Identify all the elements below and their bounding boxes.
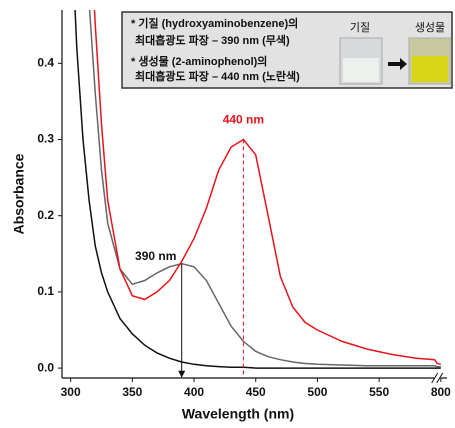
- axis-break: [431, 372, 439, 384]
- x-tick-label: 350: [122, 385, 142, 399]
- x-tick-label: 400: [184, 385, 204, 399]
- y-tick-label: 0.1: [37, 284, 54, 298]
- annotation-label: 440 nm: [223, 113, 264, 127]
- legend-box: [121, 11, 453, 89]
- legend-text: 최대흡광도 파장 – 390 nm (무색): [135, 33, 290, 47]
- vial-liquid: [412, 56, 448, 82]
- x-axis-label: Wavelength (nm): [182, 406, 294, 422]
- spectrum-line: [93, 10, 441, 366]
- legend-text: * 생성물 (2-aminophenol)의: [131, 54, 267, 68]
- axis-break-gap: [434, 374, 441, 382]
- y-tick-label: 0.0: [37, 360, 54, 374]
- vial-liquid: [343, 58, 379, 82]
- legend-text: 최대흡광도 파장 – 440 nm (노란색): [135, 69, 300, 83]
- x-tick-label: 550: [369, 385, 389, 399]
- axis-break: [436, 372, 444, 384]
- image-caption: 생성물: [415, 21, 445, 34]
- spectrum-line: [88, 10, 441, 368]
- x-tick-label: 300: [61, 385, 81, 399]
- x-tick-label: 500: [307, 385, 327, 399]
- y-axis-label: Absorbance: [11, 153, 27, 234]
- image-caption: 기질: [350, 21, 370, 34]
- y-tick-label: 0.3: [37, 132, 54, 146]
- x-tick-label: 800: [431, 385, 451, 399]
- spectrum-line: [74, 10, 441, 369]
- plot-area: [74, 10, 441, 369]
- y-tick-label: 0.2: [37, 208, 54, 222]
- arrow-icon: [388, 58, 407, 70]
- annotation-label: 390 nm: [135, 249, 176, 263]
- legend-text: * 기질 (hydroxyaminobenzene)의: [131, 16, 298, 30]
- x-tick-label: 450: [246, 385, 266, 399]
- y-tick-label: 0.4: [37, 56, 54, 70]
